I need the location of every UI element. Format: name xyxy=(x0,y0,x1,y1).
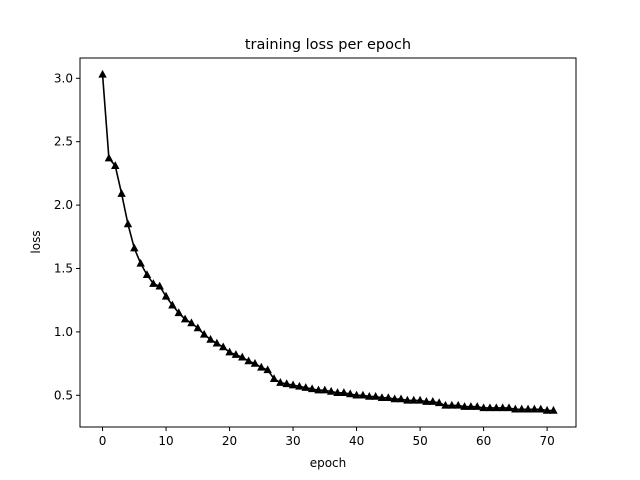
x-tick-label: 40 xyxy=(349,434,364,448)
y-tick-label: 2.5 xyxy=(54,135,73,149)
data-point xyxy=(523,404,533,413)
data-point xyxy=(219,342,228,351)
x-tick-label: 10 xyxy=(158,434,173,448)
x-tick-label: 70 xyxy=(539,434,554,448)
data-point xyxy=(466,402,476,410)
data-point xyxy=(384,393,393,402)
y-axis: 0.5 1.0 1.5 2.0 2.5 3.0 xyxy=(54,71,80,402)
data-point xyxy=(542,405,552,414)
data-point xyxy=(269,374,279,383)
data-point xyxy=(282,379,291,388)
data-point xyxy=(149,279,158,287)
x-axis-title: epoch xyxy=(310,456,347,470)
data-point xyxy=(136,258,145,267)
data-point xyxy=(326,386,336,395)
x-tick-label: 20 xyxy=(222,434,237,448)
data-point xyxy=(447,400,457,409)
x-axis: 0 10 20 30 40 50 60 70 xyxy=(99,427,555,448)
data-point xyxy=(441,400,450,409)
data-point xyxy=(365,391,374,400)
data-point xyxy=(161,291,171,300)
data-point xyxy=(98,69,107,78)
data-point xyxy=(187,318,196,327)
data-point xyxy=(346,389,355,398)
y-tick-label: 0.5 xyxy=(54,388,73,402)
data-point xyxy=(396,394,406,403)
data-point xyxy=(377,393,387,402)
data-point xyxy=(333,388,342,396)
data-point xyxy=(511,404,520,413)
data-point xyxy=(231,350,241,358)
data-point xyxy=(485,403,495,412)
data-point xyxy=(460,402,469,410)
y-tick-label: 1.0 xyxy=(54,325,73,339)
data-point xyxy=(339,388,349,396)
data-point xyxy=(238,352,247,361)
y-tick-label: 3.0 xyxy=(54,71,73,85)
data-point xyxy=(225,347,234,356)
y-axis-title: loss xyxy=(29,230,43,253)
data-point xyxy=(142,270,152,279)
data-point xyxy=(358,390,368,399)
data-point xyxy=(263,365,272,374)
x-tick-label: 50 xyxy=(412,434,427,448)
data-point xyxy=(111,161,120,169)
data-point xyxy=(479,403,488,412)
y-tick-label: 2.0 xyxy=(54,198,73,212)
data-point xyxy=(104,153,114,162)
data-point xyxy=(473,402,482,410)
data-point xyxy=(250,359,260,367)
data-point xyxy=(403,395,412,404)
data-point xyxy=(492,403,501,412)
data-point xyxy=(155,281,164,290)
data-point xyxy=(257,362,266,371)
data-point xyxy=(288,380,298,389)
data-point xyxy=(199,329,209,338)
data-point xyxy=(352,390,361,399)
data-point xyxy=(212,338,222,347)
data-point xyxy=(301,383,310,391)
data-point xyxy=(504,403,514,412)
x-tick-label: 60 xyxy=(476,434,491,448)
data-point xyxy=(428,397,437,405)
data-point xyxy=(371,391,380,400)
data-point xyxy=(314,385,323,394)
y-tick-label: 1.5 xyxy=(54,261,73,275)
data-point xyxy=(530,404,539,413)
data-point xyxy=(517,404,526,413)
data-point xyxy=(193,323,203,332)
data-point xyxy=(453,400,463,409)
data-point xyxy=(307,384,317,393)
data-point xyxy=(276,378,285,386)
data-point xyxy=(498,403,507,412)
plot-area xyxy=(98,69,558,414)
chart-title: training loss per epoch xyxy=(245,37,411,53)
data-point xyxy=(130,243,139,252)
data-point xyxy=(549,405,558,414)
data-point xyxy=(123,219,133,228)
data-point xyxy=(422,397,431,405)
data-point xyxy=(117,189,126,197)
x-tick-label: 0 xyxy=(99,434,107,448)
x-tick-label: 30 xyxy=(285,434,300,448)
data-point xyxy=(390,394,399,403)
data-point xyxy=(536,404,545,413)
data-point xyxy=(409,395,418,404)
data-point xyxy=(415,395,425,404)
data-point xyxy=(320,385,330,394)
data-point xyxy=(180,314,190,323)
axes-frame xyxy=(79,57,577,428)
data-point xyxy=(206,334,215,343)
data-point xyxy=(174,308,183,317)
data-point xyxy=(434,398,444,407)
data-point xyxy=(244,356,253,365)
data-point xyxy=(295,381,304,390)
data-point xyxy=(168,300,177,309)
